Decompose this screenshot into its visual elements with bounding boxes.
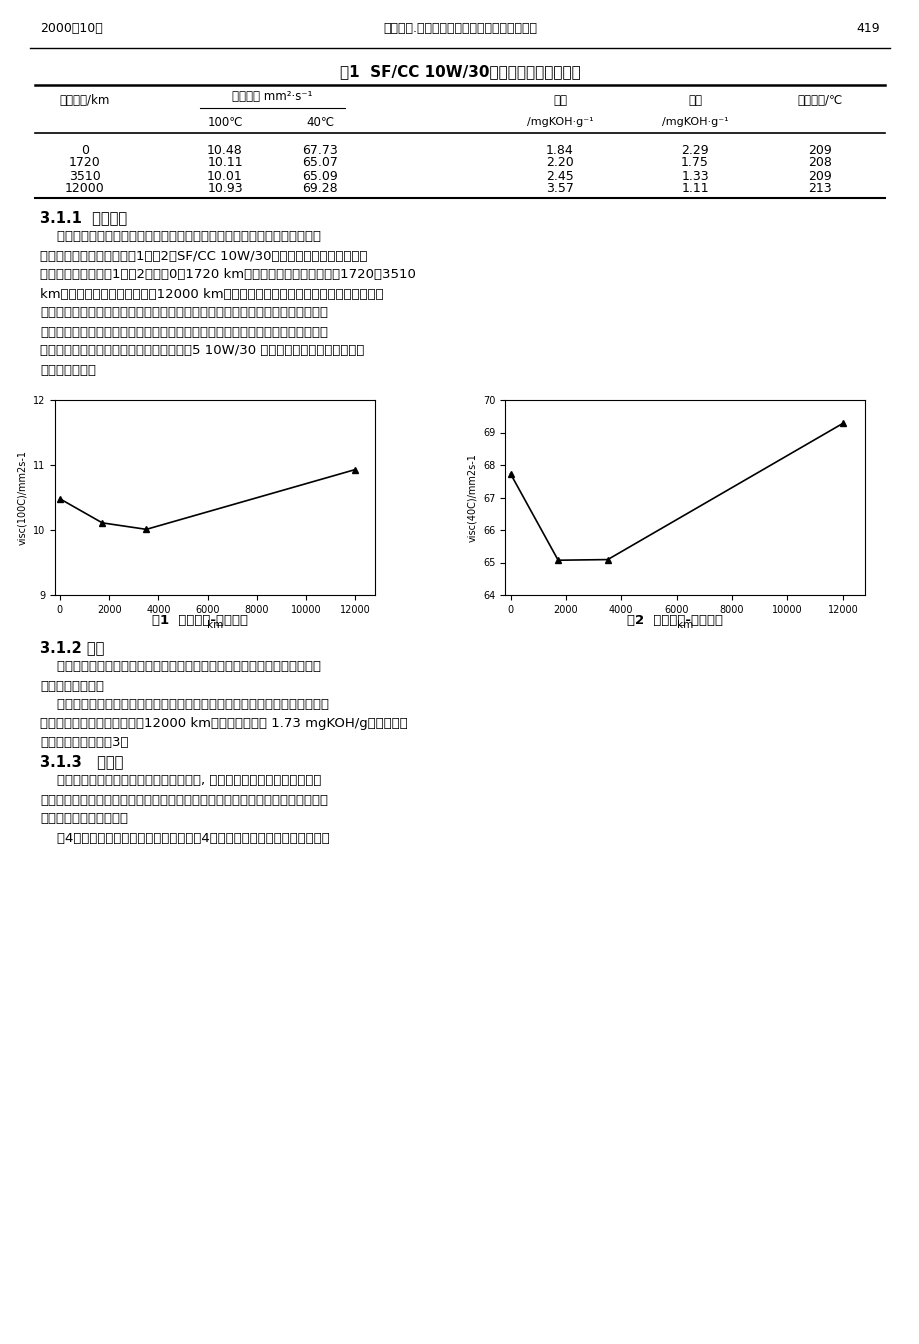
Text: 降低腐蚀和磨损的作用。: 降低腐蚀和磨损的作用。 xyxy=(40,813,128,825)
Text: 10.48: 10.48 xyxy=(207,144,243,156)
Text: 1.84: 1.84 xyxy=(546,144,573,156)
Text: 图2  运动粘度-运行里程: 图2 运动粘度-运行里程 xyxy=(627,613,722,626)
Text: 65.09: 65.09 xyxy=(301,169,337,183)
Text: 映油品润滑性能的变化。图1、图2为SF/CC 10W/30行车试验油运动粘度随里程: 映油品润滑性能的变化。图1、图2为SF/CC 10W/30行车试验油运动粘度随里… xyxy=(40,250,367,262)
Text: 12000: 12000 xyxy=(65,183,105,195)
Text: 3.1.1  运动粘度: 3.1.1 运动粘度 xyxy=(40,211,127,226)
Text: 表1  SF/CC 10W/30行车试验油样分析结果: 表1 SF/CC 10W/30行车试验油样分析结果 xyxy=(339,65,580,79)
Text: 2.20: 2.20 xyxy=(546,156,573,169)
Text: 69.28: 69.28 xyxy=(301,183,337,195)
Text: 40℃: 40℃ xyxy=(306,116,334,129)
Text: 3510: 3510 xyxy=(69,169,101,183)
Text: 2.45: 2.45 xyxy=(546,169,573,183)
Text: 2.29: 2.29 xyxy=(680,144,708,156)
Y-axis label: visc(40C)/mm2s-1: visc(40C)/mm2s-1 xyxy=(467,453,477,542)
Text: 1720: 1720 xyxy=(69,156,101,169)
Text: 213: 213 xyxy=(807,183,831,195)
X-axis label: km: km xyxy=(207,621,223,630)
Text: 运动粘度下降较快的主要原因是高温、高压、高速机械剪切，造成粘度指数改进剂: 运动粘度下降较快的主要原因是高温、高压、高速机械剪切，造成粘度指数改进剂 xyxy=(40,306,328,320)
Text: 在整个运行里程中，试验油因氧化而产生的酸性产物不断增加，使总酸値随运: 在整个运行里程中，试验油因氧化而产生的酸性产物不断增加，使总酸値随运 xyxy=(40,699,329,711)
Text: 65.07: 65.07 xyxy=(301,156,337,169)
Text: 李添魁等.用红外光谱研究内燃机油的质量衰变: 李添魁等.用红外光谱研究内燃机油的质量衰变 xyxy=(382,22,537,35)
Text: 1.75: 1.75 xyxy=(680,156,709,169)
Text: 变化的曲线图，由图1、图2可见，0～1720 km，试验油的粘度下降较快，1720～3510: 变化的曲线图，由图1、图2可见，0～1720 km，试验油的粘度下降较快，172… xyxy=(40,269,415,281)
Text: 419: 419 xyxy=(856,22,879,35)
Text: 指标，分析结果见图3。: 指标，分析结果见图3。 xyxy=(40,737,129,750)
Text: 运动粘度 mm²·s⁻¹: 运动粘度 mm²·s⁻¹ xyxy=(232,90,312,102)
Text: 2000年10月: 2000年10月 xyxy=(40,22,103,35)
Y-axis label: visc(100C)/mm2s-1: visc(100C)/mm2s-1 xyxy=(17,450,28,546)
Text: 3.57: 3.57 xyxy=(546,183,573,195)
Text: 10.93: 10.93 xyxy=(207,183,243,195)
Text: 行里程的增长呈增加趋势，到12000 km时，酸値增値为 1.73 mgKOH/g，接近换油: 行里程的增长呈增加趋势，到12000 km时，酸値增値为 1.73 mgKOH/… xyxy=(40,718,407,731)
Text: 酸値: 酸値 xyxy=(552,94,566,106)
Text: 开口闪点/℃: 开口闪点/℃ xyxy=(797,94,842,106)
Text: 1.11: 1.11 xyxy=(680,183,708,195)
Text: 3.1.2 酸値: 3.1.2 酸値 xyxy=(40,641,104,656)
Text: 209: 209 xyxy=(807,144,831,156)
Text: 酸値是衡量油品氧化变质程度高低的指标之一，也是判断油品对金属腐蚀性: 酸値是衡量油品氧化变质程度高低的指标之一，也是判断油品对金属腐蚀性 xyxy=(40,660,321,673)
Text: km，运动粘度变化很平缓，到12000 km时，由于机油氧化加剧，运动粘度剧增，导致: km，运动粘度变化很平缓，到12000 km时，由于机油氧化加剧，运动粘度剧增，… xyxy=(40,288,383,301)
Text: 熇値的大小反映了熇性添加剂的变化情况, 熇性添加剂靠消耗自己与机油中: 熇値的大小反映了熇性添加剂的变化情况, 熇性添加剂靠消耗自己与机油中 xyxy=(40,774,321,788)
Text: 208: 208 xyxy=(807,156,831,169)
Text: /mgKOH·g⁻¹: /mgKOH·g⁻¹ xyxy=(661,117,728,126)
Text: 67.73: 67.73 xyxy=(301,144,337,156)
Text: 降解。随着行车里程的增加油品的氧化加剧，产生油泥和漆膜，使试验油的粘度不: 降解。随着行车里程的增加油品的氧化加剧，产生油泥和漆膜，使试验油的粘度不 xyxy=(40,325,328,339)
Text: 0: 0 xyxy=(81,144,89,156)
Text: 1.33: 1.33 xyxy=(680,169,708,183)
Text: 209: 209 xyxy=(807,169,831,183)
Text: 图4是总熇値随里程变化的曲线图，由图4可知，在整个运行里程中，试验油: 图4是总熇値随里程变化的曲线图，由图4可知，在整个运行里程中，试验油 xyxy=(40,832,329,844)
Text: 100℃: 100℃ xyxy=(207,116,243,129)
X-axis label: km: km xyxy=(676,621,692,630)
Text: 断增大，在整个运行里程中，运动粘度均在5 10W/30 粘度等级之内，说明油品的抗: 断增大，在整个运行里程中，运动粘度均在5 10W/30 粘度等级之内，说明油品的… xyxy=(40,344,364,358)
Text: 3.1.3   总熇値: 3.1.3 总熇値 xyxy=(40,754,123,770)
Text: 行车里程/km: 行车里程/km xyxy=(60,94,110,106)
Text: 运动粘度是机油的主要特性参数之一，从某种意义上讲它的变化可以综合反: 运动粘度是机油的主要特性参数之一，从某种意义上讲它的变化可以综合反 xyxy=(40,231,321,243)
Text: 大小的主要依据。: 大小的主要依据。 xyxy=(40,680,104,692)
Text: 剪切性能良好。: 剪切性能良好。 xyxy=(40,363,96,376)
Text: /mgKOH·g⁻¹: /mgKOH·g⁻¹ xyxy=(526,117,593,126)
Text: 熇値: 熇値 xyxy=(687,94,701,106)
Text: 10.01: 10.01 xyxy=(207,169,243,183)
Text: 图1  运动粘度-运行里程: 图1 运动粘度-运行里程 xyxy=(152,613,248,626)
Text: 的酸发生反应来减缓机油的氧化、缩合，从而起到减少发动机部件的漆膜和积炭、: 的酸发生反应来减缓机油的氧化、缩合，从而起到减少发动机部件的漆膜和积炭、 xyxy=(40,793,328,806)
Text: 10.11: 10.11 xyxy=(207,156,243,169)
